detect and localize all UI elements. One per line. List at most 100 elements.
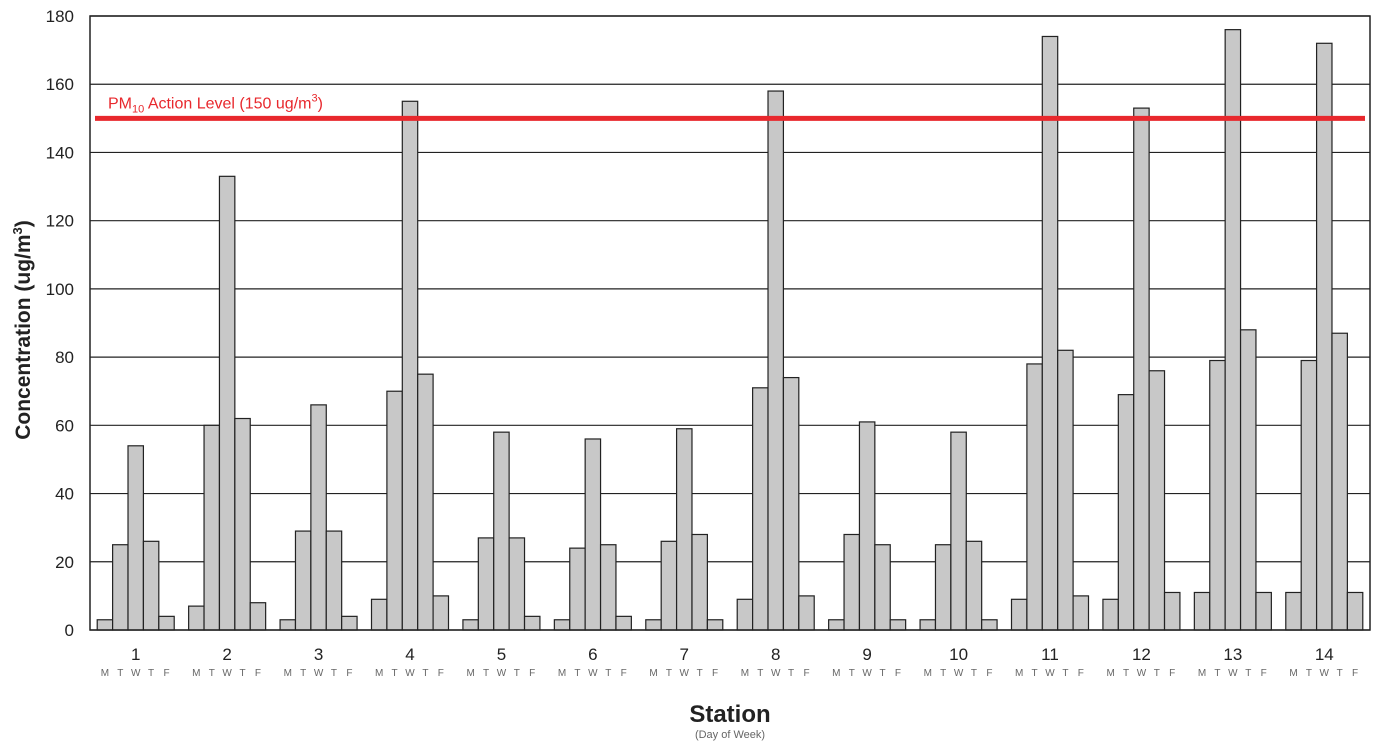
x-category-labels: 1 2 3 4 5 6 7 8 9 10 11 12 13 14 <box>131 645 1334 664</box>
day-label: T <box>209 668 215 679</box>
bar <box>462 619 479 631</box>
bar <box>874 544 891 631</box>
bar <box>249 602 267 631</box>
y-tick-label: 140 <box>46 143 74 162</box>
day-label: T <box>605 668 611 679</box>
bar <box>1285 591 1302 631</box>
day-label: M <box>375 668 383 679</box>
bar <box>767 90 785 631</box>
day-label: T <box>239 668 245 679</box>
bar <box>919 619 937 631</box>
bar <box>1163 591 1181 631</box>
action-level-label-sub: 10 <box>132 103 144 115</box>
day-label: T <box>514 668 520 679</box>
day-label: T <box>879 668 885 679</box>
day-label: M <box>1198 668 1206 679</box>
bar <box>645 619 662 631</box>
bar <box>112 544 129 631</box>
bar <box>386 390 403 631</box>
day-label: T <box>148 668 154 679</box>
x-category-label: 3 <box>314 645 323 664</box>
day-label: M <box>741 668 749 679</box>
day-label: W <box>954 668 964 679</box>
y-tick-label: 100 <box>46 280 74 299</box>
bar <box>675 428 693 631</box>
day-label: M <box>924 668 932 679</box>
bar <box>615 615 632 631</box>
day-label: F <box>1169 668 1175 679</box>
day-label: F <box>438 668 444 679</box>
day-label: T <box>1154 668 1160 679</box>
x-category-label: 4 <box>405 645 414 664</box>
x-category-label: 12 <box>1132 645 1151 664</box>
bar <box>584 438 602 631</box>
bar <box>1315 42 1333 631</box>
bar <box>1041 35 1059 631</box>
day-label: T <box>1123 668 1129 679</box>
day-label: M <box>558 668 566 679</box>
bar <box>553 619 571 631</box>
day-label: W <box>222 668 232 679</box>
day-label: T <box>1214 668 1220 679</box>
y-axis-title-end: ) <box>12 220 35 227</box>
bar <box>1057 349 1074 631</box>
bar <box>477 537 495 631</box>
day-label: T <box>300 668 306 679</box>
bar <box>1255 591 1272 631</box>
y-axis-title: Concentration (ug/m3) <box>10 220 35 440</box>
bar <box>417 373 434 631</box>
bar <box>889 619 907 631</box>
bar <box>950 431 967 631</box>
day-label: T <box>757 668 763 679</box>
y-tick-label: 60 <box>55 416 74 435</box>
day-label: F <box>529 668 535 679</box>
day-label: F <box>163 668 169 679</box>
y-tick-label: 120 <box>46 212 74 231</box>
day-label: F <box>895 668 901 679</box>
bar <box>142 540 160 631</box>
x-axis-title: Station <box>689 701 770 728</box>
day-label: W <box>405 668 415 679</box>
bar <box>798 595 815 631</box>
day-label: T <box>1032 668 1038 679</box>
day-label: F <box>986 668 992 679</box>
day-label: F <box>1261 668 1267 679</box>
x-category-label: 8 <box>771 645 780 664</box>
bar <box>96 619 114 631</box>
bar <box>341 615 358 631</box>
x-category-label: 10 <box>949 645 968 664</box>
bar <box>370 598 388 631</box>
bar <box>843 533 861 631</box>
day-label: M <box>832 668 840 679</box>
day-label: M <box>192 668 200 679</box>
bar <box>432 595 450 631</box>
bar <box>1300 359 1318 631</box>
bar <box>1010 598 1028 631</box>
bar <box>934 544 952 631</box>
x-category-label: 14 <box>1315 645 1334 664</box>
bar <box>660 540 678 631</box>
action-level-label-sup: 3 <box>311 92 317 104</box>
day-label: W <box>771 668 781 679</box>
bar <box>188 605 205 631</box>
bar <box>1331 332 1348 631</box>
bar <box>294 530 312 631</box>
day-label: T <box>971 668 977 679</box>
bar <box>401 100 419 631</box>
bar <box>234 417 251 631</box>
bar <box>218 175 236 631</box>
day-label: M <box>466 668 474 679</box>
day-label: M <box>284 668 292 679</box>
bar <box>736 598 754 631</box>
bar <box>493 431 510 631</box>
bar <box>1209 359 1226 631</box>
y-axis-title-main: Concentration (ug/m <box>12 234 35 439</box>
day-label: T <box>1245 668 1251 679</box>
day-label: M <box>1289 668 1297 679</box>
day-label: T <box>1337 668 1343 679</box>
x-category-label: 13 <box>1223 645 1242 664</box>
day-label: M <box>649 668 657 679</box>
x-category-label: 5 <box>497 645 506 664</box>
